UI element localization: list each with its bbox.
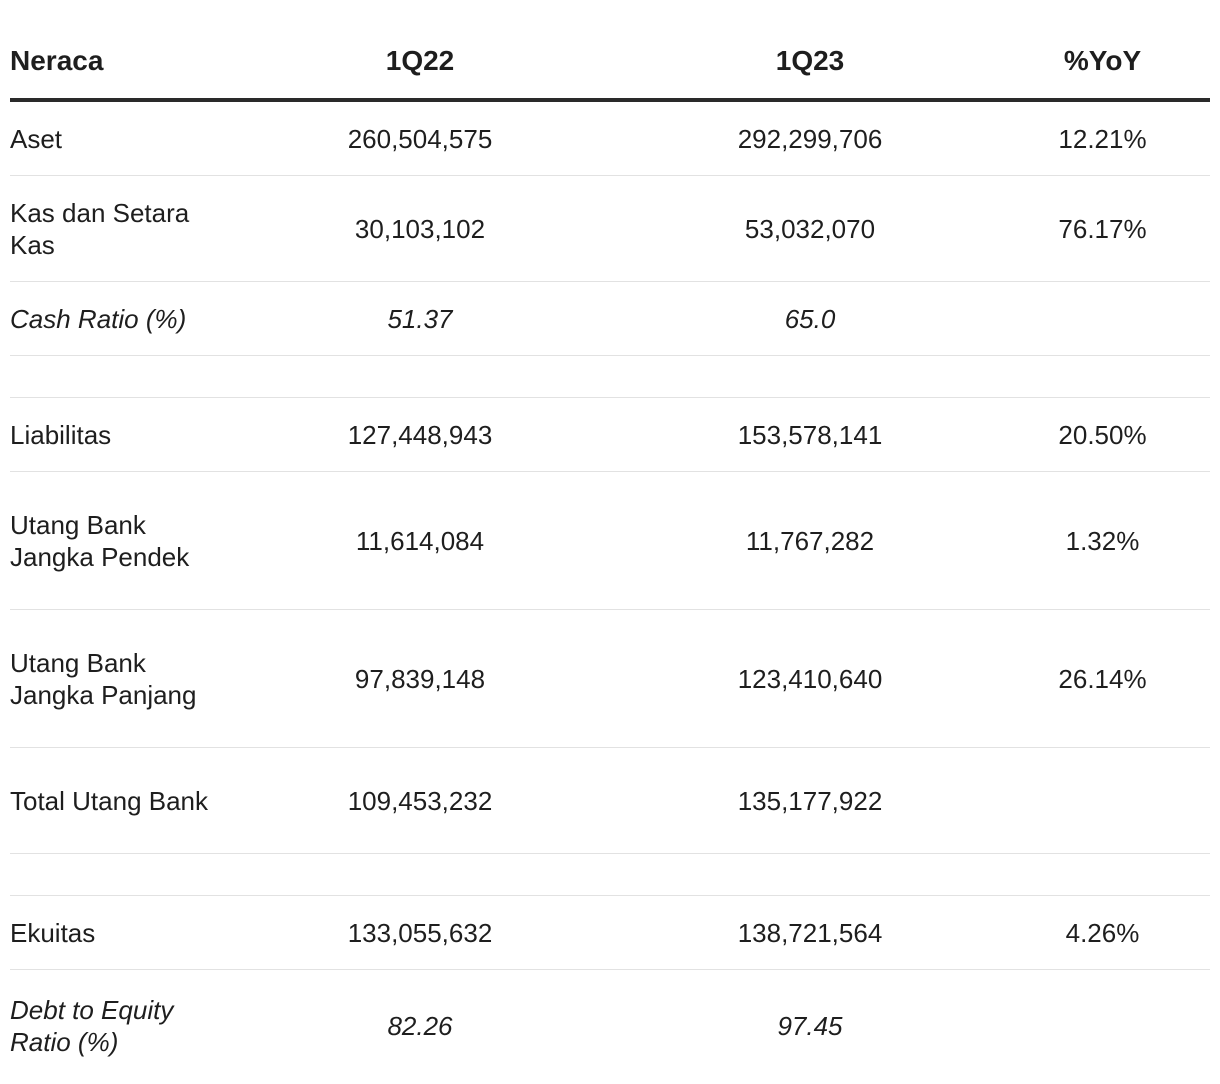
value-yoy: 20.50% — [1058, 419, 1147, 450]
table-row: Cash Ratio (%) 51.37 65.0 — [10, 282, 1210, 356]
value-1q23: 11,767,282 — [745, 525, 875, 556]
table-row: Utang Bank Jangka Pendek 11,614,084 11,7… — [10, 472, 1210, 610]
spacer-row — [10, 854, 1210, 896]
value-1q22: 30,103,102 — [354, 213, 486, 244]
value-1q22: 133,055,632 — [347, 917, 493, 948]
value-1q23: 135,177,922 — [737, 785, 883, 816]
row-label: Kas dan Setara Kas — [10, 197, 190, 260]
value-yoy: 1.32% — [1065, 525, 1140, 556]
value-1q22: 82.26 — [387, 1011, 453, 1041]
table-row: Utang Bank Jangka Panjang 97,839,148 123… — [10, 610, 1210, 748]
value-1q23: 138,721,564 — [737, 917, 883, 948]
table-row: Kas dan Setara Kas 30,103,102 53,032,070… — [10, 176, 1210, 282]
table-row: Aset 260,504,575 292,299,706 12.21% — [10, 102, 1210, 176]
value-1q22: 127,448,943 — [347, 419, 493, 450]
value-1q22: 109,453,232 — [347, 785, 493, 816]
value-1q22: 11,614,084 — [355, 525, 485, 556]
value-1q22: 97,839,148 — [354, 663, 486, 694]
value-yoy: 4.26% — [1065, 917, 1140, 948]
row-label: Cash Ratio (%) — [10, 303, 187, 334]
value-1q23: 123,410,640 — [737, 663, 883, 694]
row-label: Utang Bank Jangka Panjang — [10, 647, 197, 710]
header-1q22: 1Q22 — [385, 45, 455, 76]
header-neraca: Neraca — [10, 45, 104, 76]
table-row: Debt to Equity Ratio (%) 82.26 97.45 — [10, 970, 1210, 1082]
table-row: Total Utang Bank 109,453,232 135,177,922 — [10, 748, 1210, 854]
value-1q23: 292,299,706 — [737, 123, 883, 154]
row-label: Debt to Equity Ratio (%) — [10, 995, 174, 1057]
row-label: Liabilitas — [10, 419, 112, 450]
value-yoy: 76.17% — [1058, 213, 1147, 244]
row-label: Utang Bank Jangka Pendek — [10, 509, 190, 572]
header-yoy: %YoY — [1063, 45, 1142, 76]
row-label: Ekuitas — [10, 917, 96, 948]
row-label: Total Utang Bank — [10, 785, 209, 816]
value-1q22: 260,504,575 — [347, 123, 493, 154]
table-row: Ekuitas 133,055,632 138,721,564 4.26% — [10, 896, 1210, 970]
value-yoy: 26.14% — [1058, 663, 1147, 694]
spacer-row — [10, 356, 1210, 398]
table-header-row: Neraca 1Q22 1Q23 %YoY — [10, 0, 1210, 102]
value-yoy: 12.21% — [1058, 123, 1147, 154]
header-1q23: 1Q23 — [775, 45, 845, 76]
table-row: Liabilitas 127,448,943 153,578,141 20.50… — [10, 398, 1210, 472]
value-1q23: 97.45 — [777, 1011, 843, 1041]
value-1q23: 65.0 — [784, 303, 836, 334]
balance-sheet-table: Neraca 1Q22 1Q23 %YoY Aset 260,504,575 2… — [10, 0, 1210, 1082]
value-1q22: 51.37 — [387, 303, 453, 334]
row-label: Aset — [10, 123, 63, 154]
value-1q23: 153,578,141 — [737, 419, 883, 450]
value-1q23: 53,032,070 — [744, 213, 876, 244]
